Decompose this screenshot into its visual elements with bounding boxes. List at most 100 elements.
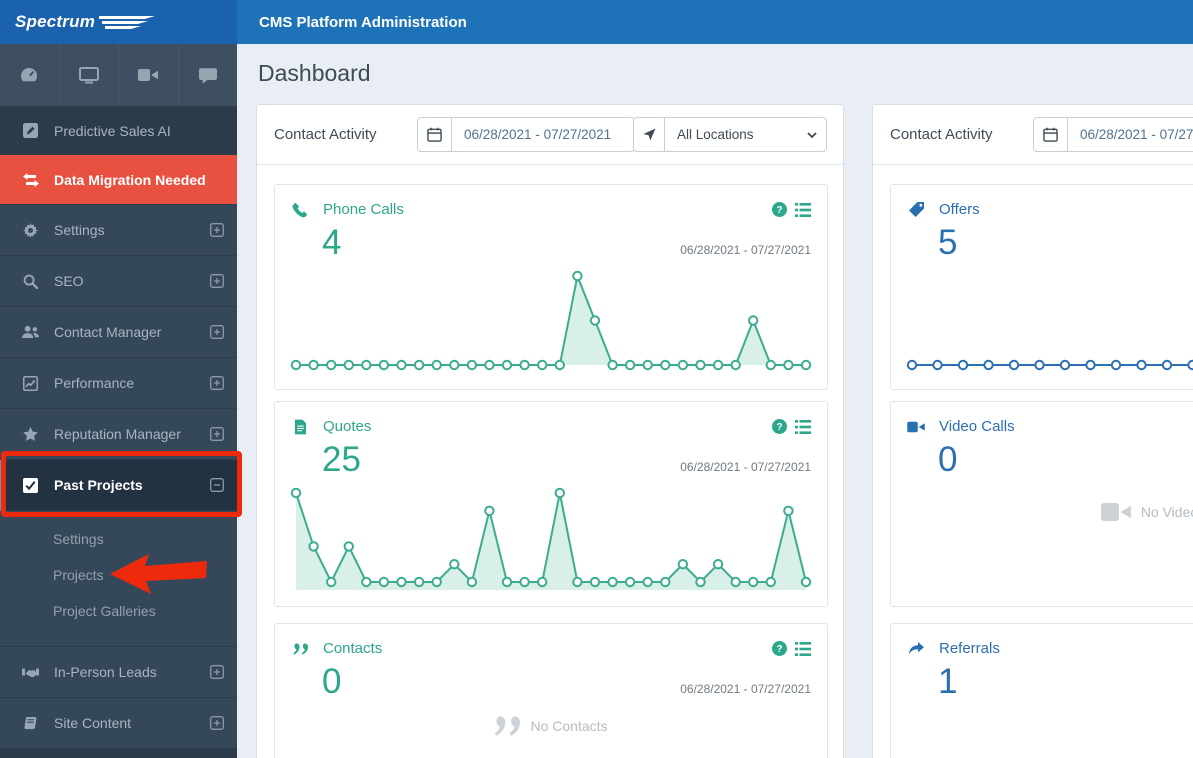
plus-square-icon[interactable] [210,325,224,339]
plus-square-icon[interactable] [210,716,224,730]
users-icon [22,325,39,339]
brand-name: Spectrum [15,12,96,31]
exchange-arrows-icon [22,172,39,187]
empty-state-label: No Contacts [530,718,608,734]
card-value: 0 [322,662,342,701]
empty-state-label: No Video Calls [1140,504,1193,520]
submenu-item-label: Projects [53,567,104,583]
desktop-icon[interactable] [60,44,119,106]
sidebar-item-reputation-manager[interactable]: Reputation Manager [0,409,237,460]
help-icon[interactable]: ? [772,419,787,434]
location-select[interactable]: All Locations [633,117,827,152]
search-icon [22,274,39,289]
location-value[interactable]: All Locations [677,127,754,142]
sidebar-item-past-projects[interactable]: Past Projects [0,460,237,511]
contact-activity-panel-right: Contact Activity 06/28/2021 - 07/27/2021… [872,104,1193,758]
sidebar-next-item-partial [0,749,237,758]
app-title: CMS Platform Administration [259,13,467,31]
phone-calls-card: Phone Calls ? 4 06/28/2021 - 07/27/2021 [274,184,828,390]
svg-text:?: ? [776,422,782,433]
sidebar-item-contact-manager[interactable]: Contact Manager [0,307,237,358]
past-projects-submenu: Settings Projects Project Galleries [0,511,237,647]
chevron-down-icon [807,118,817,151]
card-date-range: 06/28/2021 - 07/27/2021 [680,243,811,257]
submenu-item-label: Settings [53,531,104,547]
video-camera-icon [907,420,925,434]
card-title: Phone Calls [323,201,404,218]
list-icon[interactable] [795,202,811,217]
sidebar-item-predictive-sales-ai[interactable]: Predictive Sales AI [0,107,237,155]
logo-stripes-icon [99,16,156,29]
handshake-icon [22,666,39,679]
sidebar-item-label: Reputation Manager [54,426,181,442]
submenu-item-projects[interactable]: Projects [0,557,237,593]
plus-square-icon[interactable] [210,223,224,237]
calendar-icon [418,118,452,151]
sidebar-item-label: Settings [54,222,105,238]
date-range-value[interactable]: 06/28/2021 - 07/27/2021 [1080,127,1193,142]
submenu-item-label: Project Galleries [53,603,156,619]
submenu-item-project-galleries[interactable]: Project Galleries [0,593,237,629]
contacts-card: Contacts ? 0 06/28/2021 - 07/27/2021 No … [274,623,828,758]
video-calls-card: Video Calls 0 No Video Calls [890,401,1193,607]
sidebar-item-label: Performance [54,375,135,391]
pencil-square-icon [22,123,39,138]
help-icon[interactable]: ? [772,641,787,656]
referrals-card: Referrals 1 [890,623,1193,758]
card-date-range: 06/28/2021 - 07/27/2021 [680,682,811,696]
date-range-picker[interactable]: 06/28/2021 - 07/27/2021 [1033,117,1193,152]
panel-header: Contact Activity 06/28/2021 - 07/27/2021… [257,105,843,165]
plus-square-icon[interactable] [210,274,224,288]
sidebar-item-label: Predictive Sales AI [54,122,171,139]
check-square-icon [22,477,39,493]
card-value: 1 [938,662,958,701]
sidebar-item-performance[interactable]: Performance [0,358,237,409]
empty-state: No Contacts [275,716,827,736]
card-title: Offers [939,201,980,218]
date-range-value[interactable]: 06/28/2021 - 07/27/2021 [464,127,612,142]
plus-square-icon[interactable] [210,665,224,679]
sidebar-item-label: Past Projects [54,477,143,493]
card-title: Quotes [323,418,372,435]
sidebar-item-in-person-leads[interactable]: In-Person Leads [0,647,237,698]
date-range-picker[interactable]: 06/28/2021 - 07/27/2021 [417,117,635,152]
plus-square-icon[interactable] [210,427,224,441]
line-chart-icon [22,375,39,391]
sidebar-item-settings[interactable]: Settings [0,205,237,256]
sidebar-item-label: Site Content [54,715,132,731]
sidebar-item-label: In-Person Leads [54,664,157,680]
svg-text:?: ? [776,205,782,216]
star-icon [22,427,39,441]
video-camera-icon [1100,500,1131,524]
list-icon[interactable] [795,419,811,434]
card-title: Video Calls [939,418,1015,435]
sidebar-item-data-migration-needed[interactable]: Data Migration Needed [0,155,237,205]
offers-sparkline [903,269,1193,381]
phone-calls-sparkline [287,269,815,381]
panel-title: Contact Activity [274,126,377,143]
dashboard-icon[interactable] [0,44,60,106]
location-arrow-icon [634,118,665,151]
video-camera-icon[interactable] [119,44,179,106]
minus-square-icon[interactable] [210,478,224,492]
sidebar-item-label: Data Migration Needed [54,171,206,188]
gear-icon [22,222,39,238]
card-value: 25 [322,440,361,479]
sidebar-icon-tabs [0,44,237,107]
card-title: Referrals [939,640,1000,657]
help-icon[interactable]: ? [772,202,787,217]
quote-icon [291,642,309,655]
sidebar-item-site-content[interactable]: Site Content [0,698,237,749]
sidebar-item-seo[interactable]: SEO [0,256,237,307]
card-value: 4 [322,223,342,262]
chat-bubble-icon[interactable] [179,44,238,106]
quotes-card: Quotes ? 25 06/28/2021 - 07/27/2021 [274,401,828,607]
sidebar-item-label: SEO [54,273,84,289]
submenu-item-settings[interactable]: Settings [0,521,237,557]
calendar-icon [1034,118,1068,151]
plus-square-icon[interactable] [210,376,224,390]
card-title: Contacts [323,640,383,657]
list-icon[interactable] [795,641,811,656]
panel-title: Contact Activity [890,126,993,143]
